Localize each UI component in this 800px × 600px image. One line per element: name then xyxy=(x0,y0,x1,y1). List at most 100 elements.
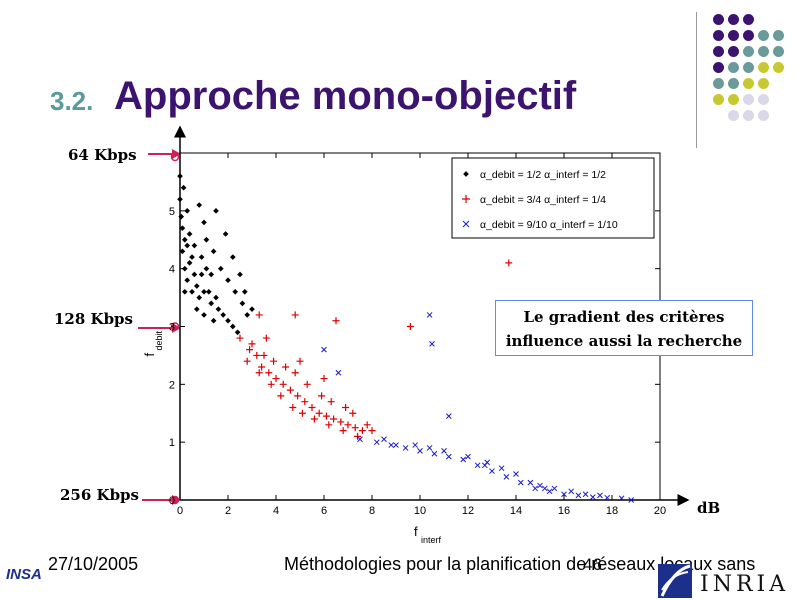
data-point xyxy=(229,254,236,260)
data-point xyxy=(205,288,212,295)
legend-label: α_debit = 9/10 α_interf = 1/10 xyxy=(480,219,618,231)
data-point xyxy=(213,294,219,301)
data-point xyxy=(431,450,438,457)
x-tick-label: 10 xyxy=(414,505,426,517)
legend-marker xyxy=(462,195,470,203)
data-point xyxy=(186,260,193,266)
inria-logo-text: INRIA xyxy=(700,572,790,597)
data-point xyxy=(337,418,345,426)
data-point xyxy=(291,369,299,377)
data-point xyxy=(618,495,625,502)
page-number: 46 xyxy=(583,555,602,574)
decorative-dot xyxy=(728,14,739,25)
decorative-divider xyxy=(696,12,697,148)
x-tick-label: 0 xyxy=(177,505,183,517)
decorative-dot xyxy=(713,94,724,105)
data-point xyxy=(513,471,519,477)
x-tick-label: 14 xyxy=(510,505,522,517)
data-point xyxy=(196,294,203,301)
data-point xyxy=(180,184,187,191)
data-point xyxy=(198,254,205,260)
data-point xyxy=(203,236,210,243)
data-point xyxy=(232,288,239,295)
decorative-dot xyxy=(758,30,769,41)
data-point xyxy=(210,317,217,324)
data-point xyxy=(291,311,299,319)
data-point xyxy=(532,485,539,492)
callout-line-1: Le gradient des critères xyxy=(523,308,725,326)
data-point xyxy=(417,447,423,454)
data-point xyxy=(393,442,399,448)
decorative-dot xyxy=(713,30,724,41)
data-point xyxy=(229,323,236,330)
data-point xyxy=(321,346,327,353)
data-point xyxy=(527,479,534,486)
decorative-dot-grid xyxy=(705,10,800,130)
decorative-dot xyxy=(713,78,724,89)
callout-line-2: influence aussi la recherche xyxy=(505,332,743,350)
data-point xyxy=(327,398,335,406)
decorative-dot xyxy=(728,46,739,57)
data-point xyxy=(225,317,231,324)
data-point xyxy=(575,492,582,499)
data-point xyxy=(320,375,328,383)
arrow-top xyxy=(148,153,176,155)
data-point xyxy=(373,439,380,446)
data-point xyxy=(322,412,330,420)
decorative-dot xyxy=(743,62,754,73)
arrow-head-mid xyxy=(172,323,181,333)
data-point xyxy=(481,462,488,469)
data-point xyxy=(181,288,188,295)
legend-label: α_debit = 3/4 α_interf = 1/4 xyxy=(480,194,606,206)
data-point xyxy=(315,409,323,417)
data-point xyxy=(181,265,188,272)
kbps-axis-marker xyxy=(170,322,180,331)
x-tick-label: 16 xyxy=(558,505,570,517)
decorative-dot xyxy=(758,110,769,121)
decorative-dot xyxy=(713,62,724,73)
data-point xyxy=(198,271,205,278)
data-point xyxy=(265,369,273,377)
data-point xyxy=(272,375,280,383)
decorative-dot xyxy=(758,46,769,57)
data-point xyxy=(310,415,318,423)
data-point xyxy=(179,225,186,232)
data-point xyxy=(244,312,251,318)
data-point xyxy=(191,271,198,278)
data-point xyxy=(258,363,266,371)
data-point xyxy=(203,265,210,272)
legend-box xyxy=(451,157,655,239)
data-point xyxy=(489,468,495,474)
data-point xyxy=(517,479,524,486)
data-point xyxy=(217,265,224,272)
data-point xyxy=(541,485,548,492)
decorative-dot xyxy=(773,30,784,41)
data-point xyxy=(368,427,376,435)
data-point xyxy=(208,271,215,278)
inria-logo-mark xyxy=(658,564,692,598)
data-point xyxy=(381,436,387,443)
data-point xyxy=(342,403,350,411)
data-point xyxy=(236,334,244,342)
data-point xyxy=(262,334,270,342)
decorative-dot xyxy=(758,62,769,73)
decorative-dot xyxy=(743,30,754,41)
data-point xyxy=(189,288,195,295)
data-point xyxy=(349,409,357,417)
data-point xyxy=(330,415,338,423)
kbps-axis-marker xyxy=(170,152,180,162)
y-tick-label: 3 xyxy=(169,322,175,334)
data-point xyxy=(445,413,452,419)
y-axis-label-sub: debit xyxy=(154,330,164,350)
data-point xyxy=(220,312,227,318)
data-point xyxy=(294,392,302,400)
decorative-dot xyxy=(743,94,754,105)
data-point xyxy=(460,456,467,463)
decorative-dot xyxy=(713,14,724,25)
y-axis-label: f xyxy=(142,353,157,357)
data-point xyxy=(270,357,278,365)
data-point xyxy=(260,351,268,359)
data-point xyxy=(358,427,366,435)
data-point xyxy=(474,462,481,469)
